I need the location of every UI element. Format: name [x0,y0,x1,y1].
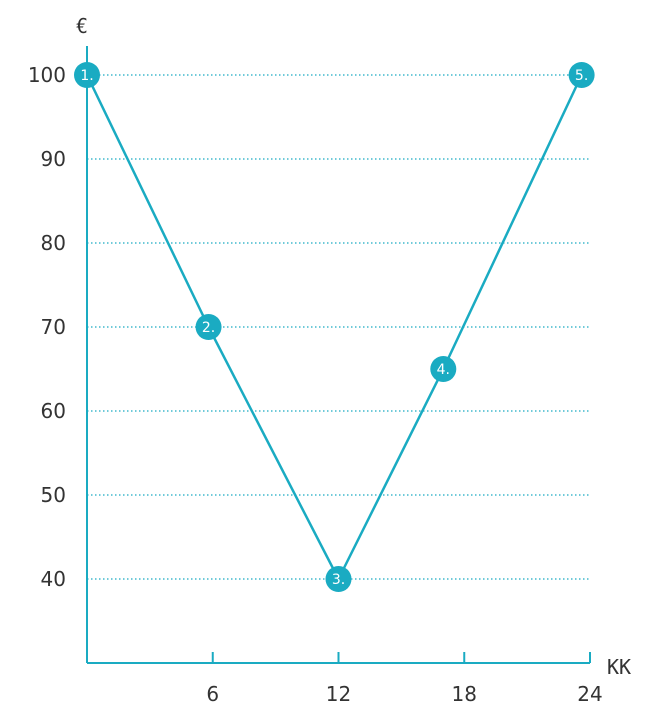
data-point-label: 1. [80,68,93,84]
x-axis-title: KK [607,655,631,679]
data-point [568,62,595,88]
data-point-label: 5. [575,68,588,84]
data-point-label: 4. [437,362,450,378]
x-tick-label: 18 [452,682,477,706]
y-tick-label: 40 [41,567,66,591]
grid [87,74,590,580]
y-tick-label: 70 [41,315,66,339]
x-tick-label: 24 [577,682,602,706]
y-tick-label: 60 [41,399,66,423]
y-tick-label: 90 [41,147,66,171]
data-point [195,314,222,340]
y-axis-title: € [76,14,88,38]
y-ticks: 40 50 60 70 80 90 100 [28,63,66,591]
data-point [325,566,352,592]
x-tick-label: 12 [326,682,351,706]
y-tick-label: 100 [28,63,66,87]
series: 1. 2. 3. 4. 5. [74,62,595,592]
data-point-label: 3. [332,572,345,588]
x-tick-label: 6 [206,682,219,706]
y-tick-label: 80 [41,231,66,255]
y-tick-label: 50 [41,483,66,507]
data-point-label: 2. [202,320,215,336]
data-point [430,356,457,382]
data-point [74,62,100,88]
x-ticks: 6 12 18 24 [206,652,603,706]
